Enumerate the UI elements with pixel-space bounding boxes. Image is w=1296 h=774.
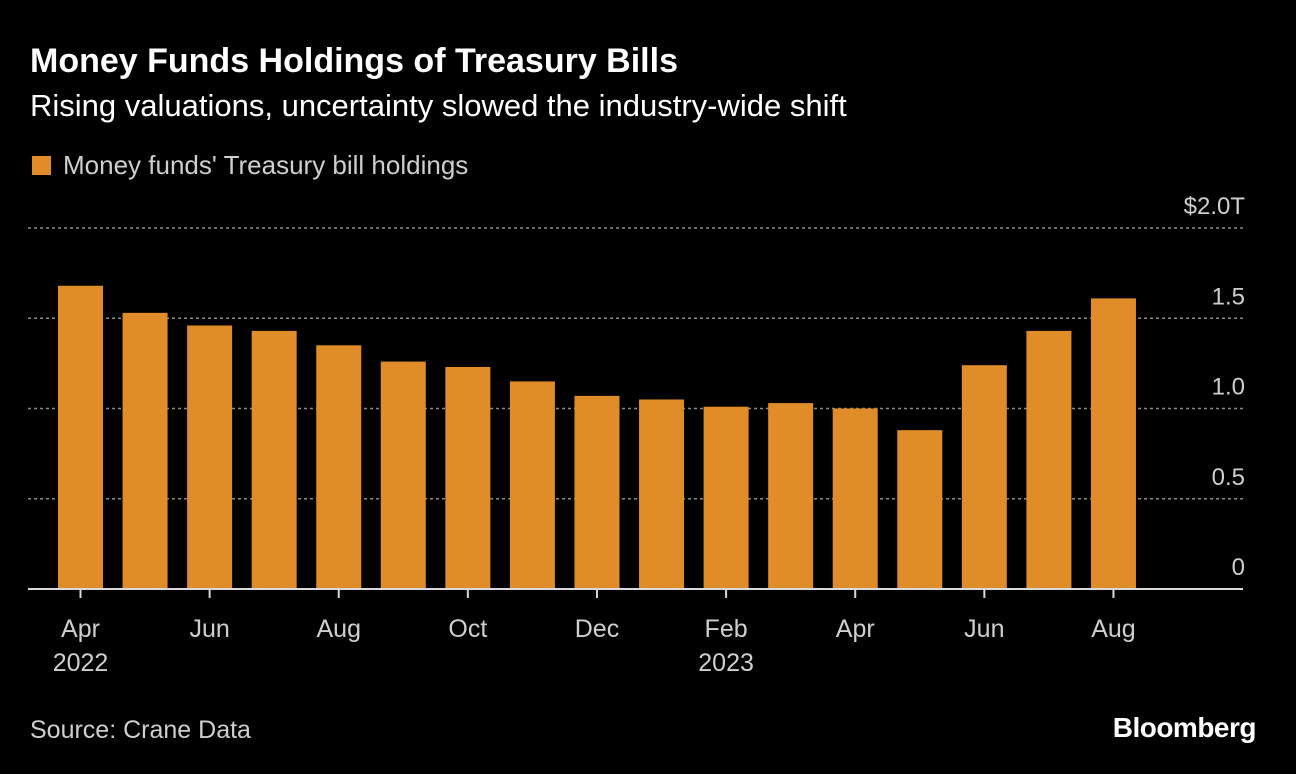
bar	[380, 361, 426, 589]
bar	[897, 430, 943, 589]
bar	[187, 325, 233, 589]
bar	[1026, 330, 1072, 589]
x-tick-year-label: 2023	[698, 649, 754, 677]
x-tick-year-label: 2022	[53, 649, 109, 677]
y-tick-label: 0.5	[1212, 464, 1245, 491]
bar	[961, 365, 1007, 589]
bar	[703, 406, 749, 589]
chart-title: Money Funds Holdings of Treasury Bills	[30, 42, 678, 80]
y-tick-label: 0	[1232, 554, 1245, 581]
bar	[832, 408, 878, 589]
bar	[574, 395, 620, 589]
y-tick-label: 1.0	[1212, 374, 1245, 401]
x-tick-label: Oct	[448, 615, 487, 643]
bar	[509, 381, 555, 589]
legend: Money funds' Treasury bill holdings	[32, 150, 468, 181]
bar	[768, 403, 814, 589]
legend-swatch	[32, 156, 51, 175]
bar	[316, 345, 362, 589]
y-tick-label: 1.5	[1212, 283, 1245, 310]
bar	[251, 330, 297, 589]
x-tick-label: Aug	[1091, 615, 1135, 643]
source-note: Source: Crane Data	[30, 716, 251, 744]
bar	[445, 366, 491, 589]
x-tick-label: Jun	[964, 615, 1004, 643]
x-tick-label: Dec	[575, 615, 619, 643]
x-tick-label: Aug	[316, 615, 360, 643]
bar	[122, 312, 168, 589]
x-tick-label: Apr	[61, 615, 100, 643]
x-tick-label: Feb	[705, 615, 748, 643]
y-tick-label: $2.0T	[1184, 193, 1246, 220]
bloomberg-logo: Bloomberg	[1112, 712, 1257, 743]
chart-subtitle: Rising valuations, uncertainty slowed th…	[30, 88, 847, 123]
bar	[58, 285, 103, 589]
x-tick-label: Apr	[836, 615, 875, 643]
bar	[1090, 298, 1136, 589]
bar	[639, 399, 685, 589]
legend-label: Money funds' Treasury bill holdings	[63, 150, 469, 180]
x-tick-label: Jun	[189, 615, 229, 643]
